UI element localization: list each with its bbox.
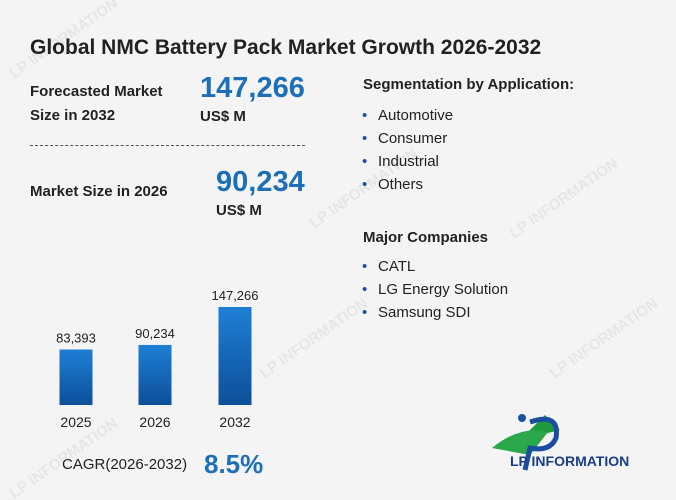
forecast-value: 147,266 bbox=[200, 72, 305, 104]
current-unit: US$ M bbox=[216, 202, 262, 219]
cagr-value: 8.5% bbox=[204, 449, 264, 479]
list-item: Industrial bbox=[362, 153, 453, 176]
bar bbox=[138, 344, 172, 405]
value-label: 83,393 bbox=[56, 331, 96, 346]
segmentation-title: Segmentation by Application: bbox=[363, 76, 575, 93]
divider bbox=[30, 145, 305, 146]
x-tick-label: 2026 bbox=[139, 414, 170, 430]
list-item: Automotive bbox=[362, 107, 453, 130]
current-label: Market Size in 2026 bbox=[30, 183, 168, 200]
list-item: Others bbox=[362, 176, 453, 199]
logo-text: LP INFORMATION bbox=[510, 453, 629, 469]
x-tick-label: 2025 bbox=[60, 414, 91, 430]
forecast-unit: US$ M bbox=[200, 108, 246, 125]
companies-title: Major Companies bbox=[363, 229, 489, 246]
current-value: 90,234 bbox=[216, 166, 305, 198]
bar bbox=[218, 307, 252, 405]
logo: LP INFORMATION bbox=[492, 414, 629, 471]
list-item: LG Energy Solution bbox=[362, 281, 508, 304]
cagr-label: CAGR(2026-2032) bbox=[62, 456, 188, 473]
value-label: 147,266 bbox=[212, 288, 259, 303]
list-item: Consumer bbox=[362, 130, 453, 153]
list-item: CATL bbox=[362, 258, 508, 281]
x-tick-label: 2032 bbox=[219, 414, 250, 430]
bar bbox=[59, 349, 93, 405]
forecast-label: Forecasted Market Size in 2032 bbox=[30, 83, 163, 124]
list-item: Samsung SDI bbox=[362, 304, 508, 327]
title: Global NMC Battery Pack Market Growth 20… bbox=[30, 36, 542, 59]
value-label: 90,234 bbox=[135, 326, 175, 341]
segmentation-list: AutomotiveConsumerIndustrialOthers bbox=[362, 107, 453, 199]
companies-list: CATLLG Energy SolutionSamsung SDI bbox=[362, 258, 508, 327]
